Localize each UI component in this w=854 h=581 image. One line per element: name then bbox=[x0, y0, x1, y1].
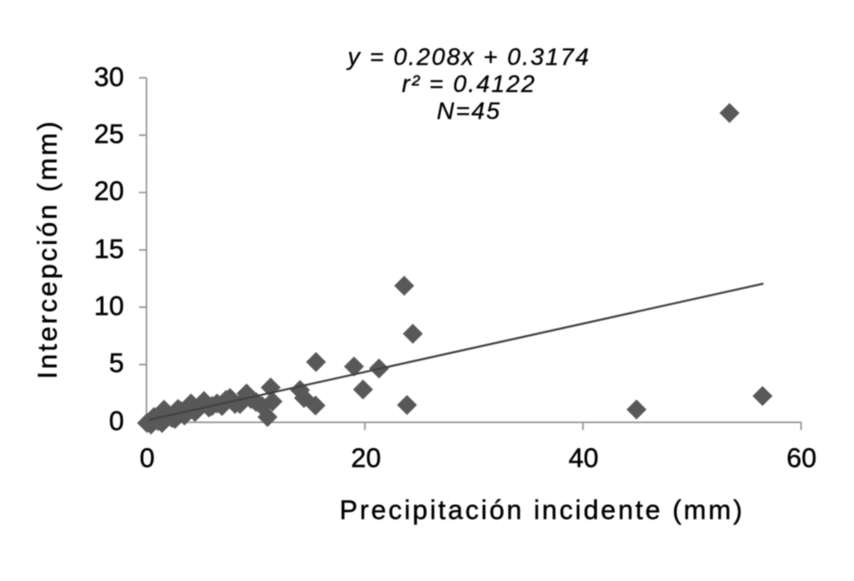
svg-text:60: 60 bbox=[786, 443, 816, 473]
svg-text:10: 10 bbox=[94, 291, 124, 321]
svg-text:40: 40 bbox=[568, 443, 598, 473]
svg-text:r² = 0.4122: r² = 0.4122 bbox=[402, 71, 536, 98]
svg-text:Precipitación incidente (mm): Precipitación incidente (mm) bbox=[339, 495, 744, 525]
svg-text:0: 0 bbox=[140, 443, 155, 473]
svg-text:25: 25 bbox=[94, 119, 124, 149]
svg-text:0: 0 bbox=[109, 406, 124, 436]
svg-text:20: 20 bbox=[351, 443, 381, 473]
svg-text:20: 20 bbox=[94, 176, 124, 206]
svg-text:N=45: N=45 bbox=[437, 98, 501, 125]
svg-text:y = 0.208x + 0.3174: y = 0.208x + 0.3174 bbox=[346, 44, 591, 71]
svg-text:15: 15 bbox=[94, 234, 124, 264]
svg-text:30: 30 bbox=[94, 62, 124, 92]
svg-text:Intercepción (mm): Intercepción (mm) bbox=[33, 119, 63, 379]
svg-text:5: 5 bbox=[109, 348, 124, 378]
